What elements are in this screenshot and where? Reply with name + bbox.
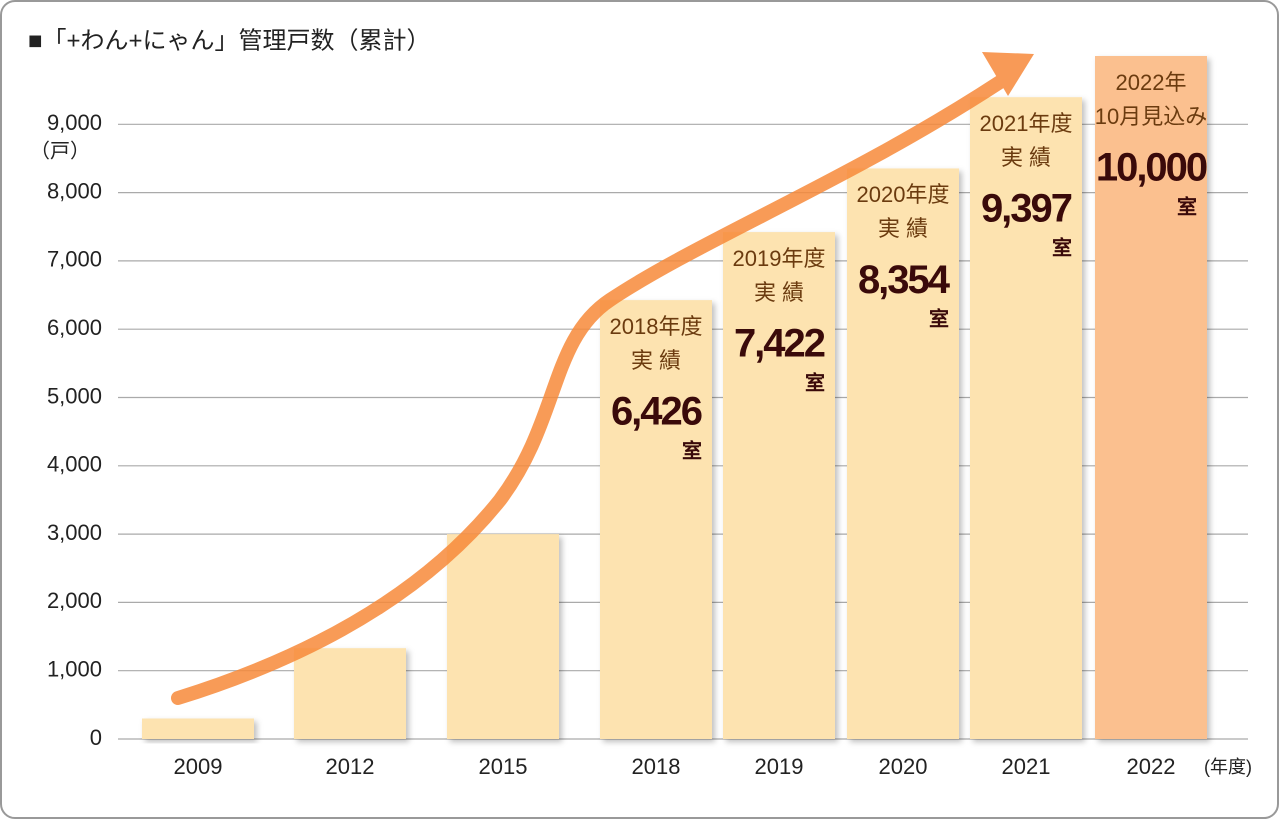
bar-note: 実 績 <box>1001 145 1051 170</box>
y-tick-label: 3,000 <box>47 520 102 545</box>
bar <box>447 534 559 739</box>
bar-note: 2020年度 <box>857 182 950 207</box>
value-unit: 室 <box>682 438 702 462</box>
value-unit: 室 <box>1052 235 1072 259</box>
value-unit: 室 <box>805 370 825 394</box>
bar-note: 2018年度 <box>610 314 703 339</box>
bar <box>723 232 835 739</box>
bar <box>600 300 712 739</box>
chart-title: ■「+わん+にゃん」管理戸数（累計） <box>28 27 431 54</box>
bar-note: 実 績 <box>754 280 804 305</box>
y-tick-label: 6,000 <box>47 315 102 340</box>
y-unit: （戸） <box>30 139 90 162</box>
bar-note: 2022年 <box>1116 70 1187 95</box>
y-tick-label: 0 <box>90 725 102 750</box>
bar <box>970 97 1082 740</box>
y-tick-label: 7,000 <box>47 247 102 272</box>
bar <box>142 718 254 739</box>
y-tick-label: 4,000 <box>47 452 102 477</box>
bar-note: 実 績 <box>631 348 681 373</box>
value-unit: 室 <box>1177 194 1197 218</box>
x-tick-label: 2021 <box>1002 754 1051 779</box>
bar-note: 2019年度 <box>733 246 826 271</box>
x-tick-label: 2018 <box>632 754 681 779</box>
x-tick-label: 2015 <box>479 754 528 779</box>
x-tick-label: 2020 <box>879 754 928 779</box>
bar-note: 2021年度 <box>980 111 1073 136</box>
bar-note: 10月見込み <box>1095 104 1207 129</box>
bar-note: 実 績 <box>878 216 928 241</box>
bar <box>1095 56 1207 739</box>
arrow-line <box>171 75 1007 705</box>
value-label: 10,000 <box>1096 146 1207 190</box>
y-tick-label: 8,000 <box>47 178 102 203</box>
x-tick-label: 2012 <box>326 754 375 779</box>
value-label: 9,397 <box>981 187 1072 231</box>
y-tick-label: 1,000 <box>47 657 102 682</box>
x-unit: (年度) <box>1204 757 1252 777</box>
y-tick-label: 9,000 <box>47 110 102 135</box>
trend-arrow <box>171 52 1034 705</box>
bar <box>294 648 406 739</box>
value-label: 6,426 <box>611 390 702 434</box>
value-unit: 室 <box>929 307 949 331</box>
x-tick-label: 2022 <box>1127 754 1176 779</box>
arrow-head <box>982 52 1034 96</box>
bar <box>847 168 959 739</box>
y-tick-label: 2,000 <box>47 588 102 613</box>
value-label: 7,422 <box>734 322 825 366</box>
x-tick-label: 2009 <box>174 754 223 779</box>
value-label: 8,354 <box>858 258 951 302</box>
x-tick-label: 2019 <box>755 754 804 779</box>
y-tick-label: 5,000 <box>47 383 102 408</box>
